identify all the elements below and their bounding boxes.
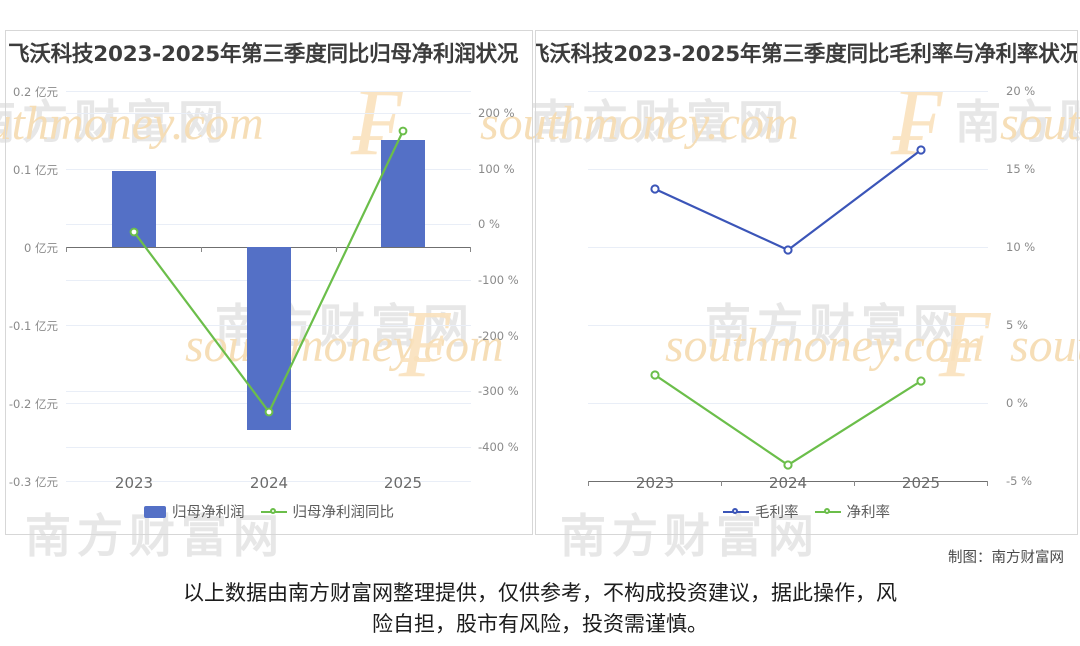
profit-chart-panel: 飞沃科技2023-2025年第三季度同比归母净利润状况	[5, 30, 533, 535]
ytick-left: -0.3 亿元	[8, 475, 58, 489]
disclaimer-text: 以上数据由南方财富网整理提供，仅供参考，不构成投资建议，据此操作，风 险自担，股…	[0, 578, 1080, 640]
ytick-left: 0.2 亿元	[13, 85, 58, 99]
ytick-left: 0.1 亿元	[13, 163, 58, 177]
xtick-2023: 2023	[114, 474, 154, 492]
margin-lines	[650, 145, 926, 470]
ytick-right: -5 %	[1006, 474, 1033, 488]
ytick-right: 200 %	[478, 106, 515, 120]
gridline	[588, 403, 988, 404]
xtick-2024: 2024	[249, 474, 289, 492]
axis-tick	[201, 247, 202, 252]
ytick-right: -300 %	[478, 384, 519, 398]
legend-item-profit[interactable]: 归母净利润	[144, 501, 245, 522]
xtick-2025: 2025	[901, 474, 941, 492]
xtick-2024: 2024	[768, 474, 808, 492]
line-swatch-icon	[260, 506, 287, 518]
axis-tick	[470, 247, 471, 252]
legend-item-gross-margin[interactable]: 毛利率	[723, 501, 799, 522]
gridline	[588, 325, 988, 326]
xtick-2025: 2025	[383, 474, 423, 492]
chart-credit: 制图：南方财富网	[948, 550, 1064, 566]
ytick-right: 10 %	[1006, 240, 1036, 254]
margin-chart-panel: 飞沃科技2023-2025年第三季度同比毛利率与净利率状况	[535, 30, 1078, 535]
margin-chart-legend: 毛利率 净利率	[536, 501, 1077, 522]
axis-tick	[987, 481, 988, 486]
gridline	[66, 481, 471, 482]
line-swatch-icon	[723, 506, 749, 518]
axis-tick	[66, 247, 67, 252]
xtick-2023: 2023	[635, 474, 675, 492]
ytick-right: -200 %	[478, 329, 519, 343]
margin-chart-title: 飞沃科技2023-2025年第三季度同比毛利率与净利率状况	[535, 42, 1078, 67]
legend-label: 毛利率	[755, 505, 799, 521]
bar-2025	[381, 140, 425, 247]
disclaimer-line-1: 以上数据由南方财富网整理提供，仅供参考，不构成投资建议，据此操作，风	[183, 581, 897, 605]
ytick-right: 0 %	[1006, 396, 1028, 410]
gridline	[66, 113, 471, 114]
ytick-right: 0 %	[478, 217, 500, 231]
ytick-right: 5 %	[1006, 318, 1028, 332]
ytick-left: 0 亿元	[24, 241, 58, 255]
gridline	[588, 169, 988, 170]
ytick-right: -400 %	[478, 440, 519, 454]
axis-tick	[588, 481, 589, 486]
line-swatch-icon	[814, 506, 841, 518]
profit-yoy-line	[129, 126, 408, 417]
ytick-right: -100 %	[478, 273, 519, 287]
legend-label: 归母净利润	[172, 505, 245, 521]
legend-label: 净利率	[846, 505, 891, 521]
gridline	[66, 91, 471, 92]
axis-tick	[336, 247, 337, 252]
bar-2024	[247, 247, 291, 430]
ytick-right: 100 %	[478, 162, 515, 176]
legend-item-profit-yoy[interactable]: 归母净利润同比	[260, 501, 395, 522]
gross-margin-line	[654, 149, 922, 252]
ytick-left: -0.1 亿元	[8, 319, 58, 333]
x-axis-line	[588, 481, 988, 482]
bar-swatch-icon	[144, 505, 166, 518]
profit-chart-title: 飞沃科技2023-2025年第三季度同比归母净利润状况	[8, 42, 519, 67]
axis-tick	[721, 481, 722, 486]
legend-label: 归母净利润同比	[292, 505, 395, 521]
disclaimer-line-2: 险自担，股市有风险，投资需谨慎。	[372, 612, 708, 636]
legend-item-net-margin[interactable]: 净利率	[814, 501, 891, 522]
margin-chart-plot	[588, 91, 988, 486]
ytick-left: -0.2 亿元	[8, 397, 58, 411]
ytick-right: 20 %	[1006, 84, 1036, 98]
axis-tick	[854, 481, 855, 486]
gridline	[66, 224, 471, 225]
net-margin-line	[654, 374, 922, 467]
profit-chart-legend: 归母净利润 归母净利润同比	[6, 501, 532, 522]
gridline	[66, 447, 471, 448]
gridline	[588, 91, 988, 92]
ytick-right: 15 %	[1006, 162, 1036, 176]
gridline	[66, 169, 471, 170]
profit-chart-plot	[66, 91, 471, 482]
